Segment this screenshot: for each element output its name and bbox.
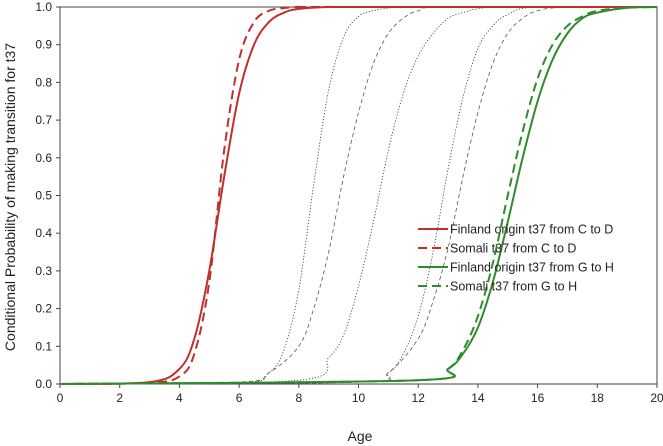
legend-label: Somali t37 from C to D [450,242,576,256]
reference-curve-6 [59,6,658,385]
reference-curve-8 [59,6,658,385]
x-axis-label: Age [348,428,373,444]
y-axis-label: Conditional Probability of making transi… [2,43,18,351]
y-tick-label: 0.4 [35,226,52,240]
reference-curve-4 [59,6,658,385]
x-tick-label: 14 [471,391,485,405]
x-tick-label: 8 [295,391,302,405]
y-tick-label: 0.6 [35,151,52,165]
plot-area [59,5,658,385]
y-tick-label: 0.1 [35,339,52,353]
y-tick-label: 0.3 [35,264,52,278]
y-tick-label: 1.0 [35,0,52,14]
x-tick-label: 0 [57,391,64,405]
series-line-3 [59,6,658,385]
y-tick-label: 0.9 [35,38,52,52]
x-tick-label: 12 [412,391,426,405]
x-tick-label: 6 [236,391,243,405]
series-line-0 [59,5,657,385]
legend-label: Somali t37 from G to H [450,280,577,294]
reference-curve-7 [59,6,658,385]
x-tick-label: 16 [531,391,545,405]
plot-frame [59,6,658,385]
series-line-1 [59,5,657,385]
y-tick-label: 0.8 [35,75,52,89]
x-tick-label: 20 [650,391,663,405]
reference-curve-5 [59,6,658,385]
y-tick-label: 0.2 [35,302,52,316]
x-tick-label: 2 [116,391,123,405]
axes: 0 2 4 6 8 10 12 14 16 18 20 0.0 0.1 0.2 0.3 0.4 0.5 0.6 0.… [35,0,663,405]
x-tick-label: 4 [176,391,183,405]
legend-label: Finland origin t37 from C to D [450,223,613,237]
series-line-2 [59,6,658,385]
x-tick-label: 18 [591,391,605,405]
y-tick-label: 0.5 [35,189,52,203]
y-tick-label: 0.7 [35,113,52,127]
x-tick-label: 10 [352,391,366,405]
legend-label: Finland origin t37 from G to H [450,261,614,275]
y-tick-label: 0.0 [35,377,52,391]
legend: Finland origin t37 from C to D Somali t37… [418,223,614,294]
